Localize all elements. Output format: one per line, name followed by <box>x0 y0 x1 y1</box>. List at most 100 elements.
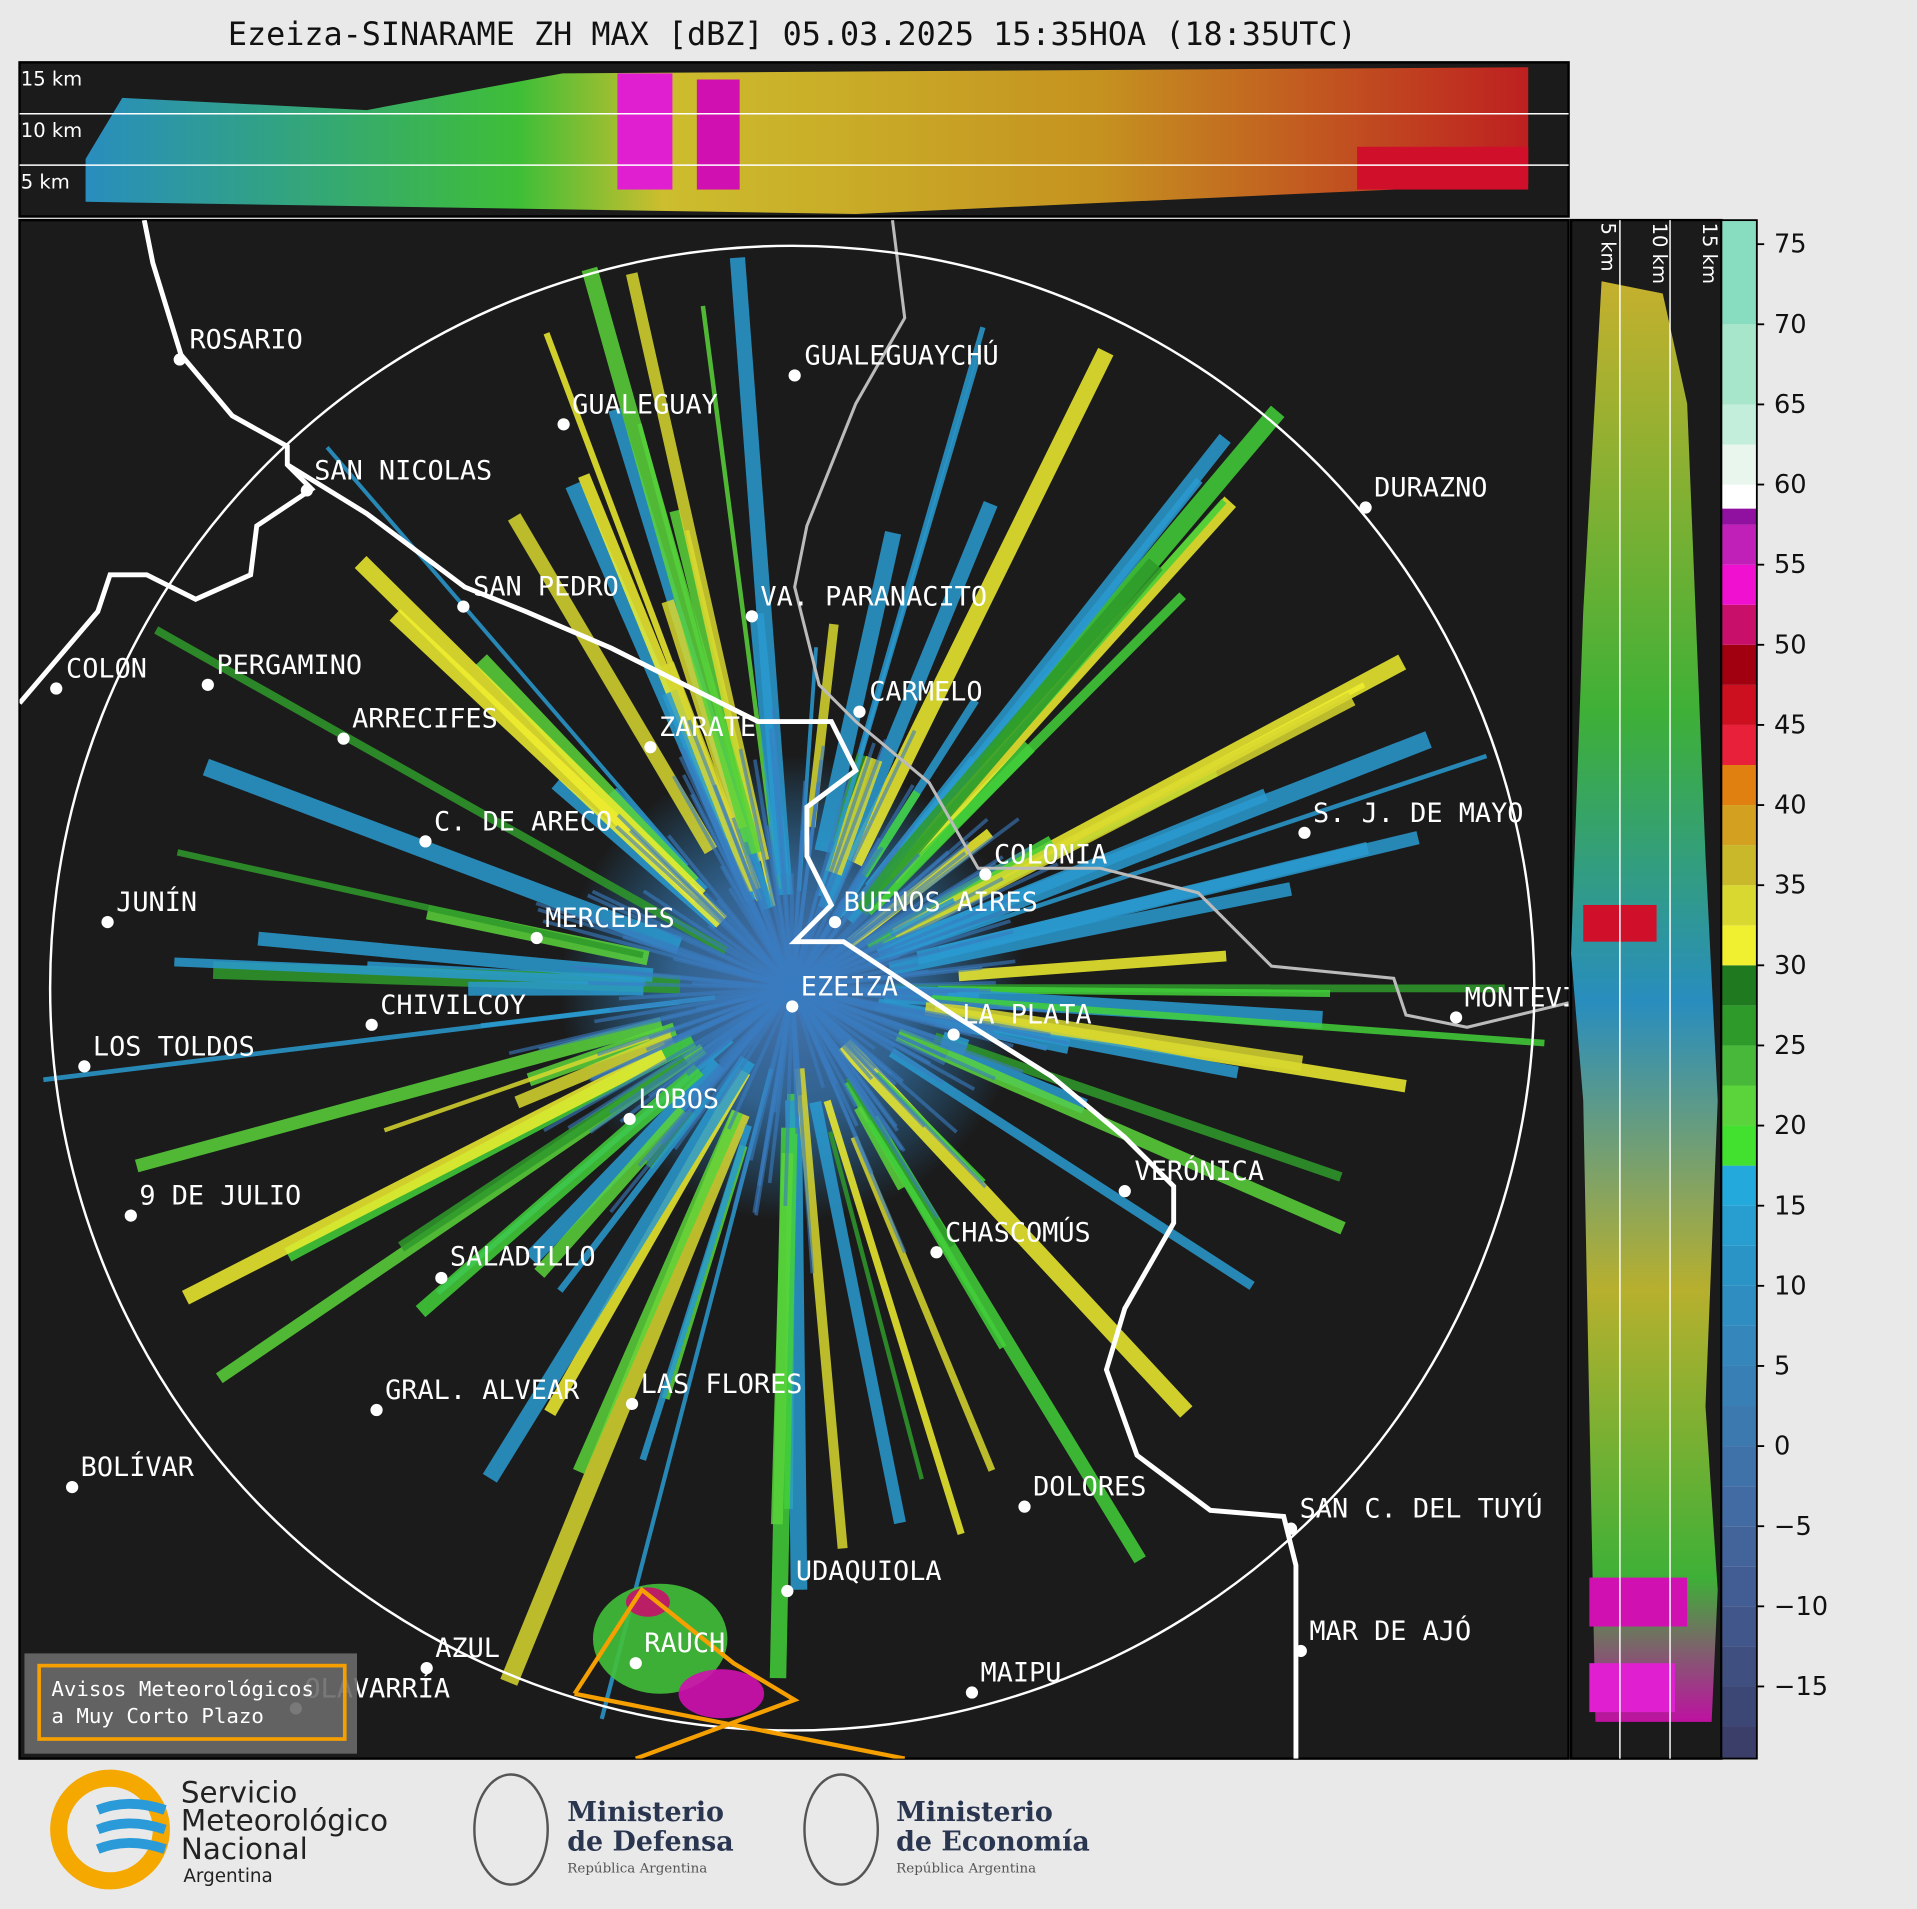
city-dot <box>420 1661 433 1675</box>
radar-ray <box>817 354 982 897</box>
radar-ray <box>865 433 1231 893</box>
radar-ray <box>790 780 808 989</box>
title: Ezeiza-SINARAME ZH MAX [dBZ] 05.03.2025 … <box>228 16 1357 53</box>
radar-ray <box>864 592 1186 916</box>
city-label: DURAZNO <box>1374 473 1487 504</box>
radar-ray <box>868 753 1488 965</box>
colorbar-band <box>1721 1325 1757 1366</box>
alert-frame <box>37 1663 347 1741</box>
city-dot <box>788 369 801 382</box>
colorbar-tick-label: 55 <box>1774 550 1807 580</box>
radar-ray <box>768 728 795 989</box>
city-label: C. DE ARECO <box>434 806 612 837</box>
colorbar-band <box>1721 644 1757 685</box>
city-label: SAN C. DEL TUYÚ <box>1300 1493 1543 1525</box>
city-dot <box>66 1480 79 1494</box>
city-dot <box>419 835 432 848</box>
radar-ray <box>927 994 1545 1047</box>
city-label: PERGAMINO <box>216 650 362 681</box>
radar-ray <box>888 1048 1255 1290</box>
height-label: 15 km <box>1698 223 1721 284</box>
radar-ray <box>181 1046 667 1305</box>
echo-shape <box>1571 281 1718 1722</box>
radar-ray <box>672 956 793 990</box>
city-label: GUALEGUAYCHÚ <box>804 339 998 371</box>
city-dot <box>101 915 114 929</box>
colorbar-tick-label: 70 <box>1774 310 1807 340</box>
city-label: VA. PARANACITO <box>760 581 987 612</box>
city-label: VERÓNICA <box>1135 1155 1265 1187</box>
river-line <box>793 220 1569 1029</box>
colorbar-band <box>1721 724 1757 765</box>
radar-ray <box>715 898 794 990</box>
alert-text: Avisos Meteorológicos <box>51 1677 314 1701</box>
radar-ray <box>924 1000 1304 1072</box>
coast-line <box>286 462 1299 1759</box>
colorbar-tick-label: 20 <box>1774 1111 1807 1141</box>
radar-ray <box>689 793 794 989</box>
city-label: BUENOS AIRES <box>844 887 1038 918</box>
top-panel: 15 km 10 km 5 km <box>18 61 1570 218</box>
radar-ray <box>809 1101 906 1525</box>
radar-ray <box>629 829 794 990</box>
colorbar-tick-label: 65 <box>1774 390 1807 420</box>
radar-ray <box>792 969 929 990</box>
city-label: ZARATE <box>659 712 756 743</box>
radar-ray <box>823 1099 965 1536</box>
city-label: MONTEVIDEO <box>1465 982 1627 1013</box>
radar-ray <box>707 924 794 990</box>
colorbar-band <box>1721 1486 1757 1527</box>
colorbar-band <box>1721 1165 1757 1206</box>
radar-ray <box>805 623 839 828</box>
colorbar-band <box>1721 564 1757 605</box>
radar-ray <box>557 1093 713 1293</box>
city-dot <box>853 705 866 718</box>
city-label: CHIVILCOY <box>380 990 526 1021</box>
radar-ray <box>766 825 795 989</box>
colorbar-tick-label: 10 <box>1774 1271 1807 1301</box>
city-label: S. J. DE MAYO <box>1313 798 1523 829</box>
city-label: 9 DE JULIO <box>139 1181 301 1212</box>
city-dot <box>365 1018 378 1031</box>
radar-ray <box>591 889 794 990</box>
colorbar-band <box>1721 524 1757 565</box>
colorbar-band <box>1721 1125 1757 1166</box>
height-label: 5 km <box>21 170 70 193</box>
radar-ray <box>154 626 728 955</box>
radar-ray <box>727 987 794 1130</box>
radar-ray <box>732 987 795 1209</box>
logo-shield <box>803 1773 880 1886</box>
radar-ray <box>573 1109 743 1474</box>
radar-ray <box>825 755 883 876</box>
city-dot <box>1298 826 1311 839</box>
radar-ray <box>584 913 793 990</box>
colorbar-tick-label: 60 <box>1774 470 1807 500</box>
colorbar-band <box>1721 1045 1757 1086</box>
echo-core <box>696 79 740 190</box>
city-dot <box>530 931 543 945</box>
colorbar-band <box>1721 508 1757 525</box>
radar-ray <box>618 986 793 1001</box>
colorbar-band <box>1721 444 1757 485</box>
city-dot <box>625 1397 639 1411</box>
radar-ray <box>594 986 793 1024</box>
side-panel: 5 km 10 km 15 km <box>1569 218 1723 1760</box>
radar-ray <box>525 1058 725 1265</box>
city-dot <box>930 1246 943 1259</box>
city-label: MAIPU <box>981 1658 1062 1689</box>
radar-ray <box>507 513 718 855</box>
radar-ray <box>790 987 904 1151</box>
logo-text: Meteorológico <box>181 1804 388 1838</box>
colorbar-band <box>1721 1285 1757 1326</box>
radar-ray <box>790 987 874 1174</box>
colorbar-tick-label: 25 <box>1774 1031 1807 1061</box>
city-dot <box>623 1112 636 1126</box>
radar-ray <box>791 851 967 990</box>
logo-text: República Argentina <box>567 1861 707 1876</box>
city-dot <box>644 741 657 754</box>
map-content: ROSARIO GUALEGUAYCHÚ GUALEGUAY SAN NICOLAS D… <box>19 220 1627 1759</box>
city-dot <box>50 682 63 695</box>
border-line <box>19 220 316 705</box>
radar-ray <box>581 266 763 856</box>
